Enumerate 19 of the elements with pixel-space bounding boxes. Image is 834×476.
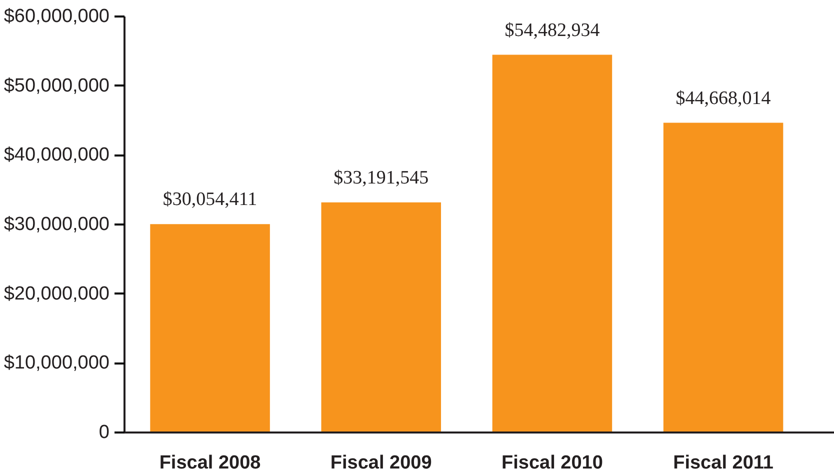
y-tick-label: $40,000,000 xyxy=(4,144,110,166)
bar xyxy=(150,224,270,432)
x-tick-label: Fiscal 2010 xyxy=(502,452,603,474)
x-tick-label: Fiscal 2008 xyxy=(159,452,261,474)
bar xyxy=(663,122,784,432)
data-label: $30,054,411 xyxy=(162,189,258,210)
x-tick-label: Fiscal 2011 xyxy=(673,452,774,474)
data-label: $44,668,014 xyxy=(676,88,772,109)
data-label: $33,191,545 xyxy=(334,167,429,188)
y-tick-label: $30,000,000 xyxy=(4,214,110,235)
y-tick-label: 0 xyxy=(98,422,110,443)
bar xyxy=(321,202,442,432)
data-label: $54,482,934 xyxy=(504,20,600,41)
y-tick-label: $50,000,000 xyxy=(4,75,110,96)
y-tick-label: $20,000,000 xyxy=(4,283,110,304)
bar xyxy=(492,54,612,432)
x-tick-label: Fiscal 2009 xyxy=(330,452,432,474)
y-tick-label: $10,000,000 xyxy=(4,352,110,374)
y-tick-label: $60,000,000 xyxy=(4,6,110,27)
